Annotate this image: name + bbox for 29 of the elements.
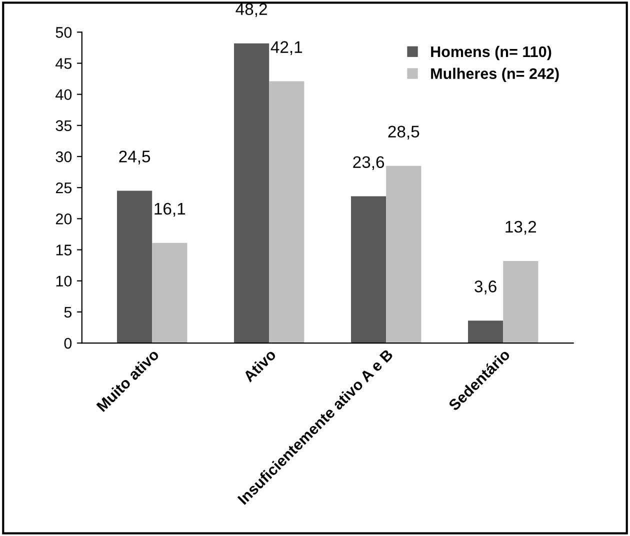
bar — [386, 166, 422, 344]
data-label: 24,5 — [119, 150, 150, 164]
y-tick-label: 15 — [56, 244, 72, 256]
y-tick-label: 30 — [56, 151, 72, 162]
y-tick-label: 0 — [64, 338, 72, 349]
bar — [468, 320, 504, 344]
data-label: 13,2 — [506, 220, 536, 235]
bar — [351, 196, 386, 344]
data-label: 3,6 — [474, 280, 496, 294]
legend-label: Homens (n= 110) — [431, 46, 552, 60]
y-tick-label: 25 — [56, 182, 72, 194]
y-tick-label: 40 — [56, 89, 72, 100]
bar — [117, 190, 152, 344]
bar — [152, 242, 188, 344]
y-tick-label: 10 — [56, 276, 72, 287]
data-label: 23,6 — [353, 156, 384, 170]
data-label: 28,5 — [388, 126, 420, 140]
y-tick-label: 45 — [56, 58, 72, 69]
data-label: 16,1 — [154, 202, 186, 217]
y-tick-label: 50 — [56, 27, 72, 38]
bar — [269, 81, 304, 344]
data-label: 48,2 — [236, 3, 267, 18]
bar — [234, 43, 270, 344]
y-tick-label: 20 — [56, 214, 72, 224]
bar — [503, 260, 538, 344]
y-tick-label: 5 — [64, 306, 72, 318]
data-label: 42,1 — [270, 41, 302, 55]
y-tick-label: 35 — [56, 120, 72, 132]
legend-label: Mulheres (n= 242) — [431, 68, 559, 82]
